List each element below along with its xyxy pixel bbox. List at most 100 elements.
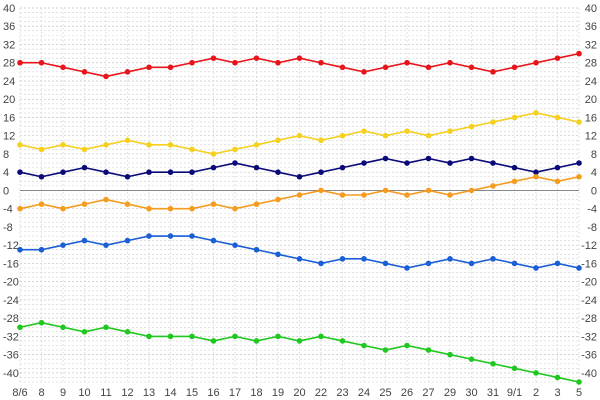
y-axis-right: 4036322824201612840-4-8-12-16-20-24-28-3… <box>581 3 597 380</box>
data-point <box>60 142 66 148</box>
y-tick-label-left: 16 <box>3 112 15 124</box>
data-point <box>339 256 346 262</box>
data-point <box>296 338 303 344</box>
data-point <box>318 333 324 340</box>
data-point <box>339 338 346 344</box>
data-point <box>146 64 152 71</box>
y-tick-label-left: 4 <box>3 167 9 179</box>
x-tick-label: 2 <box>533 387 539 399</box>
y-tick-label-left: -16 <box>3 258 19 270</box>
x-tick-label: 31 <box>487 387 499 399</box>
x-tick-label: 10 <box>78 387 90 399</box>
data-point <box>490 256 496 262</box>
data-point <box>490 183 496 189</box>
data-point <box>275 333 281 340</box>
data-point <box>339 164 346 171</box>
data-point <box>554 164 561 171</box>
data-point <box>124 69 131 75</box>
y-tick-label-left: -8 <box>3 222 13 234</box>
data-point <box>490 119 496 125</box>
data-point <box>38 319 45 326</box>
data-point <box>576 379 582 385</box>
data-point <box>447 256 453 262</box>
data-point <box>60 169 66 175</box>
data-point <box>468 260 475 267</box>
data-point <box>146 205 152 212</box>
data-point <box>296 192 303 198</box>
data-point <box>361 128 367 134</box>
y-tick-label-left: -28 <box>3 313 19 325</box>
data-point <box>38 146 45 153</box>
data-point <box>189 233 195 239</box>
y-tick-label-right: -20 <box>581 277 597 289</box>
data-point <box>60 205 66 212</box>
y-tick-label-right: 24 <box>585 76 597 88</box>
x-tick-label: 18 <box>250 387 262 399</box>
y-tick-label-left: -20 <box>3 277 19 289</box>
data-point <box>17 59 23 66</box>
data-point <box>167 333 174 340</box>
data-point <box>210 201 217 207</box>
data-point <box>318 169 324 175</box>
y-tick-label-right: -24 <box>581 295 597 307</box>
data-point <box>81 164 88 171</box>
y-tick-label-right: 32 <box>585 39 597 51</box>
data-point <box>318 137 324 144</box>
y-tick-label-left: 0 <box>3 185 9 197</box>
data-point <box>17 169 23 175</box>
data-point <box>404 160 410 166</box>
data-point <box>533 110 539 116</box>
y-tick-label-left: -36 <box>3 350 19 362</box>
data-point <box>232 205 238 212</box>
data-point <box>146 169 152 175</box>
y-tick-label-right: 8 <box>591 149 597 161</box>
data-point <box>189 333 195 340</box>
y-tick-label-right: -36 <box>581 350 597 362</box>
data-point <box>60 324 66 331</box>
data-point <box>81 237 88 244</box>
data-point <box>60 242 66 248</box>
data-point <box>533 173 539 180</box>
data-point <box>232 242 238 248</box>
data-point <box>17 324 23 331</box>
y-tick-label-right: -12 <box>581 240 597 252</box>
data-point <box>425 64 432 71</box>
y-tick-label-right: -32 <box>581 331 597 343</box>
data-point <box>554 374 561 381</box>
data-point <box>318 260 324 267</box>
y-tick-label-right: -4 <box>587 204 597 216</box>
y-tick-label-right: 0 <box>591 185 597 197</box>
x-tick-label: 24 <box>358 387 370 399</box>
x-tick-label: 16 <box>207 387 219 399</box>
data-point <box>232 333 238 340</box>
data-point <box>490 360 496 367</box>
data-point <box>103 73 109 80</box>
data-point <box>17 205 23 212</box>
data-point <box>296 173 303 180</box>
data-point <box>167 142 174 148</box>
data-point <box>124 173 131 180</box>
data-point <box>554 260 561 267</box>
x-tick-label: 30 <box>465 387 477 399</box>
data-point <box>124 201 131 207</box>
data-point <box>468 356 475 362</box>
data-point <box>103 142 109 148</box>
data-point <box>38 173 45 180</box>
data-point <box>468 64 475 71</box>
data-point <box>339 64 346 71</box>
data-point <box>533 169 539 175</box>
x-tick-label: 29 <box>444 387 456 399</box>
data-point <box>253 338 260 344</box>
data-point <box>253 201 260 207</box>
data-point <box>275 169 281 175</box>
data-point <box>425 155 432 162</box>
data-point <box>253 246 260 253</box>
data-point <box>103 169 109 175</box>
data-point <box>296 55 303 61</box>
data-point <box>511 260 518 267</box>
x-tick-label: 17 <box>229 387 241 399</box>
data-point <box>189 146 195 153</box>
data-point <box>447 128 453 134</box>
y-tick-label-left: 8 <box>3 149 9 161</box>
data-point <box>339 132 346 139</box>
